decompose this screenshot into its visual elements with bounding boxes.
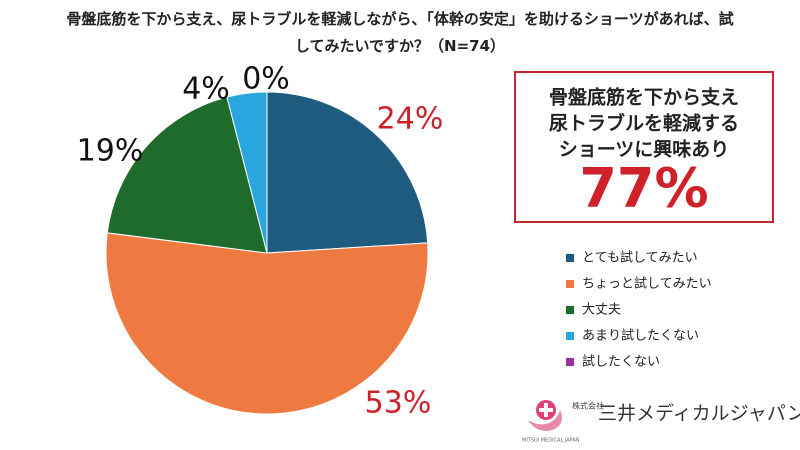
logo-name: 三井メディカルジャパン [598, 403, 800, 425]
logo-swoosh [528, 410, 563, 431]
legend-marker [566, 280, 574, 288]
legend-label: 試したくない [582, 354, 660, 370]
pie-slice [105, 232, 429, 415]
legend-marker [566, 358, 574, 366]
legend-marker [566, 254, 574, 262]
logo-english: MITSUI MEDICAL JAPAN [522, 438, 580, 444]
legend-marker [566, 332, 574, 340]
callout-value: 77% [579, 157, 708, 220]
callout-line: ショーツに興味あり [559, 139, 730, 161]
legend-label: とても試してみたい [582, 250, 698, 266]
legend-label: ちょっと試してみたい [582, 276, 712, 292]
legend-marker [566, 306, 574, 314]
legend-label: 大丈夫 [582, 303, 621, 318]
callout-line: 骨盤底筋を下から支え [549, 86, 739, 109]
value-label: 53% [365, 386, 432, 421]
legend-label: あまり試したくない [582, 328, 699, 344]
callout-box [514, 71, 774, 223]
callout-line: 尿トラブルを軽減する [549, 112, 739, 135]
chart-title: 骨盤底筋を下から支え、尿トラブルを軽減しながら、「体幹の安定」を助けるショーツが… [66, 10, 734, 55]
value-label: 0% [242, 62, 290, 97]
value-label: 4% [182, 72, 230, 107]
value-label: 19% [77, 134, 144, 169]
pie-slice [266, 91, 429, 254]
value-label: 24% [377, 102, 444, 137]
pie-slice [106, 96, 268, 254]
logo-cross [539, 408, 553, 412]
logo: 株式会社 三井メディカルジャパン MITSUI MEDICAL JAPAN [522, 400, 800, 444]
logo-company-type: 株式会社 [572, 401, 604, 411]
